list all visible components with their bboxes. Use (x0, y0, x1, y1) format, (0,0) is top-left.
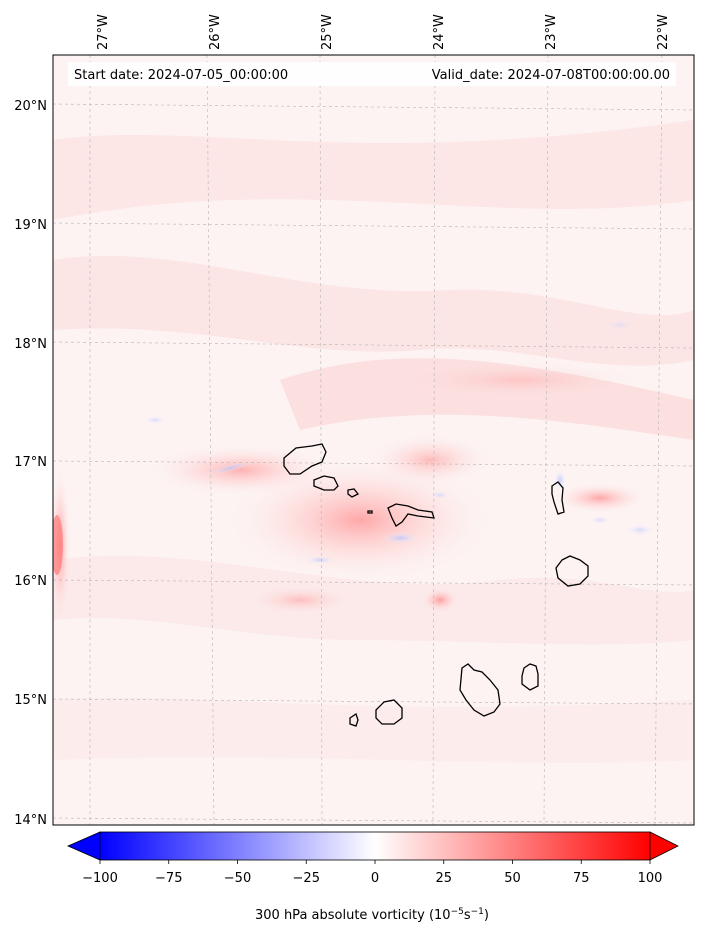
coastlines (283, 443, 589, 727)
header-box (68, 62, 676, 86)
colorbar-tick: 50 (504, 871, 521, 886)
colorbar-tick: −50 (224, 871, 251, 886)
island-santiago (459, 663, 501, 717)
island-brava (349, 712, 359, 727)
lon-label: 26°W (208, 14, 223, 50)
lon-label: 24°W (432, 14, 447, 50)
colorbar-min-extend (67, 831, 101, 861)
island-fogo (375, 699, 403, 725)
colorbar-label: 300 hPa absolute vorticity (10−5s−1) (255, 907, 489, 923)
island-santo-antao (283, 443, 327, 475)
lon-label: 27°W (96, 14, 111, 50)
graticule (52, 54, 695, 826)
island-sao-vicente (313, 475, 339, 491)
colorbar-tick: −100 (82, 871, 118, 886)
lat-label: 18°N (14, 337, 47, 352)
colorbar-tick: 100 (638, 871, 663, 886)
lat-label: 17°N (14, 455, 47, 470)
colorbar-bar (99, 831, 651, 861)
lat-label: 20°N (14, 99, 47, 114)
lon-label: 23°W (544, 14, 559, 50)
island-maio (521, 663, 539, 691)
start-date-label: Start date: 2024-07-05_00:00:00 (74, 68, 288, 83)
vorticity-field (53, 55, 694, 825)
colorbar-max-extend (649, 831, 679, 861)
lon-label: 25°W (320, 14, 335, 50)
longitude-labels: 27°W 26°W 25°W 24°W 23°W 22°W (96, 14, 671, 50)
colorbar-tick: 0 (371, 871, 379, 886)
island-branco (367, 510, 373, 514)
lat-label: 16°N (14, 574, 47, 589)
island-boa-vista (555, 555, 589, 587)
colorbar-tick: 25 (435, 871, 452, 886)
island-santa-luzia (347, 488, 360, 498)
colorbar-tick: −75 (155, 871, 182, 886)
lat-label: 19°N (14, 218, 47, 233)
colorbar-tick: 75 (573, 871, 590, 886)
island-sal (551, 481, 565, 515)
lon-label: 22°W (656, 14, 671, 50)
colorbar: −100 −75 −50 −25 0 25 50 75 100 300 hPa … (67, 831, 679, 923)
latitude-labels: 20°N 19°N 18°N 17°N 16°N 15°N 14°N (14, 99, 47, 828)
valid-date-label: Valid_date: 2024-07-08T00:00:00.00 (432, 68, 670, 83)
map-frame (52, 54, 695, 826)
lat-label: 14°N (14, 813, 47, 828)
island-sao-nicolau (387, 503, 435, 527)
lat-label: 15°N (14, 693, 47, 708)
colorbar-tick: −25 (293, 871, 320, 886)
